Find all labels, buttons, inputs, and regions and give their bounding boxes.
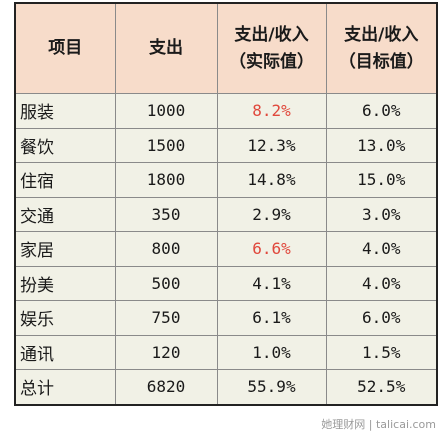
table-row: 餐饮 1500 12.3% 13.0% (14, 127, 438, 163)
cell-spend: 1000 (114, 93, 218, 129)
cell-actual-ratio: 12.3% (216, 127, 327, 163)
cell-actual-ratio: 6.1% (216, 300, 327, 336)
cell-actual-ratio: 1.0% (216, 334, 327, 370)
cell-item: 服装 (14, 93, 116, 129)
cell-spend: 800 (114, 231, 218, 267)
table-row: 娱乐 750 6.1% 6.0% (14, 300, 438, 336)
table-row: 交通 350 2.9% 3.0% (14, 196, 438, 232)
cell-target-ratio: 13.0% (325, 127, 438, 163)
cell-spend: 1500 (114, 127, 218, 163)
cell-actual-ratio: 8.2% (216, 93, 327, 129)
header-actual-ratio: 支出/收入 （实际值） (216, 2, 327, 94)
watermark: 她理财网 | talicai.com (321, 418, 436, 431)
table-row: 住宿 1800 14.8% 15.0% (14, 162, 438, 198)
cell-target-ratio: 15.0% (325, 162, 438, 198)
cell-target-ratio: 52.5% (325, 369, 438, 406)
cell-actual-ratio: 14.8% (216, 162, 327, 198)
cell-spend: 6820 (114, 369, 218, 406)
cell-target-ratio: 3.0% (325, 196, 438, 232)
table-row: 服装 1000 8.2% 6.0% (14, 93, 438, 129)
header-target-ratio: 支出/收入 （目标值） (325, 2, 438, 94)
cell-item: 交通 (14, 196, 116, 232)
header-target-ratio-text: 支出/收入 （目标值） (338, 24, 424, 72)
header-spend: 支出 (114, 2, 218, 94)
table-row: 扮美 500 4.1% 4.0% (14, 265, 438, 301)
cell-item: 餐饮 (14, 127, 116, 163)
cell-spend: 120 (114, 334, 218, 370)
cell-item: 住宿 (14, 162, 116, 198)
budget-table: 项目 支出 支出/收入 （实际值） 支出/收入 （目标值） 服装 1000 8.2% 6.… (14, 2, 438, 406)
cell-spend: 750 (114, 300, 218, 336)
cell-target-ratio: 6.0% (325, 93, 438, 129)
cell-actual-ratio: 55.9% (216, 369, 327, 406)
cell-spend: 500 (114, 265, 218, 301)
cell-item: 总计 (14, 369, 116, 406)
cell-actual-ratio: 4.1% (216, 265, 327, 301)
header-actual-ratio-text: 支出/收入 （实际值） (229, 24, 314, 72)
table-row: 总计 6820 55.9% 52.5% (14, 369, 438, 406)
header-row: 项目 支出 支出/收入 （实际值） 支出/收入 （目标值） (14, 2, 438, 94)
cell-item: 娱乐 (14, 300, 116, 336)
table-row: 家居 800 6.6% 4.0% (14, 231, 438, 267)
cell-item: 扮美 (14, 265, 116, 301)
cell-item: 家居 (14, 231, 116, 267)
header-item: 项目 (14, 2, 116, 94)
cell-actual-ratio: 6.6% (216, 231, 327, 267)
cell-item: 通讯 (14, 334, 116, 370)
cell-target-ratio: 4.0% (325, 265, 438, 301)
cell-spend: 350 (114, 196, 218, 232)
cell-target-ratio: 4.0% (325, 231, 438, 267)
cell-target-ratio: 6.0% (325, 300, 438, 336)
table-row: 通讯 120 1.0% 1.5% (14, 334, 438, 370)
cell-spend: 1800 (114, 162, 218, 198)
cell-actual-ratio: 2.9% (216, 196, 327, 232)
cell-target-ratio: 1.5% (325, 334, 438, 370)
